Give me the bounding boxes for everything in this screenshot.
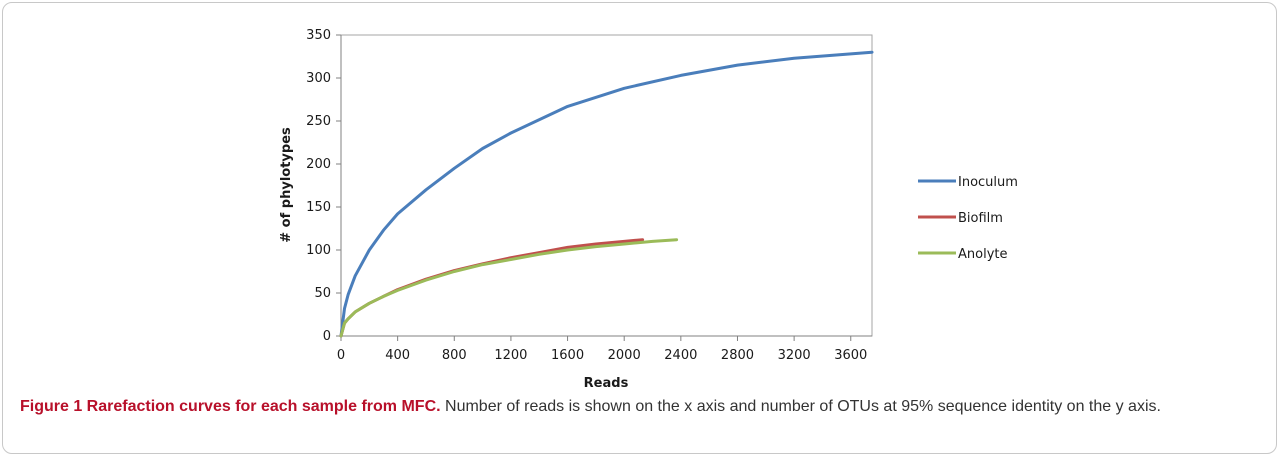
x-axis-ticks: 0 400 800 1200 1600 2000 2400 2800 3200 3600 — [337, 336, 867, 363]
x-tick-label: 1600 — [551, 348, 584, 363]
y-tick-label: 250 — [306, 114, 331, 129]
y-tick-label: 300 — [306, 71, 331, 86]
x-tick-label: 2800 — [721, 348, 754, 363]
series-line-anolyte — [339, 238, 679, 338]
x-tick-label: 1200 — [494, 348, 527, 363]
x-axis-title: Reads — [584, 376, 629, 391]
x-tick-label: 2400 — [664, 348, 697, 363]
caption-text: Number of reads is shown on the x axis a… — [440, 398, 1161, 415]
series-lines — [339, 50, 874, 338]
x-tick-label: 0 — [337, 348, 345, 363]
legend-label-inoculum: Inoculum — [958, 175, 1018, 190]
y-tick-label: 200 — [306, 157, 331, 172]
y-axis-ticks: 0 50 100 150 200 250 300 350 — [306, 28, 341, 344]
plot-area-border — [340, 34, 873, 337]
rarefaction-chart: 0 50 100 150 200 250 300 350 0 400 800 1200 1600 200… — [279, 28, 1018, 391]
legend-label-biofilm: Biofilm — [958, 211, 1003, 226]
series-line-biofilm — [339, 238, 645, 338]
y-tick-label: 350 — [306, 28, 331, 43]
y-tick-label: 150 — [306, 200, 331, 215]
y-axis-title: # of phylotypes — [279, 127, 294, 243]
x-tick-label: 3200 — [778, 348, 811, 363]
x-tick-label: 3600 — [834, 348, 867, 363]
x-tick-label: 2000 — [608, 348, 641, 363]
legend: Inoculum Biofilm Anolyte — [918, 175, 1018, 262]
x-tick-label: 800 — [442, 348, 467, 363]
series-line-inoculum — [339, 50, 874, 338]
y-tick-label: 0 — [323, 329, 331, 344]
y-tick-label: 100 — [306, 243, 331, 258]
legend-label-anolyte: Anolyte — [958, 247, 1008, 262]
caption-title: Figure 1 Rarefaction curves for each sam… — [20, 398, 441, 415]
x-tick-label: 400 — [385, 348, 410, 363]
figure-caption: Figure 1 Rarefaction curves for each sam… — [20, 396, 1250, 418]
y-tick-label: 50 — [314, 286, 331, 301]
